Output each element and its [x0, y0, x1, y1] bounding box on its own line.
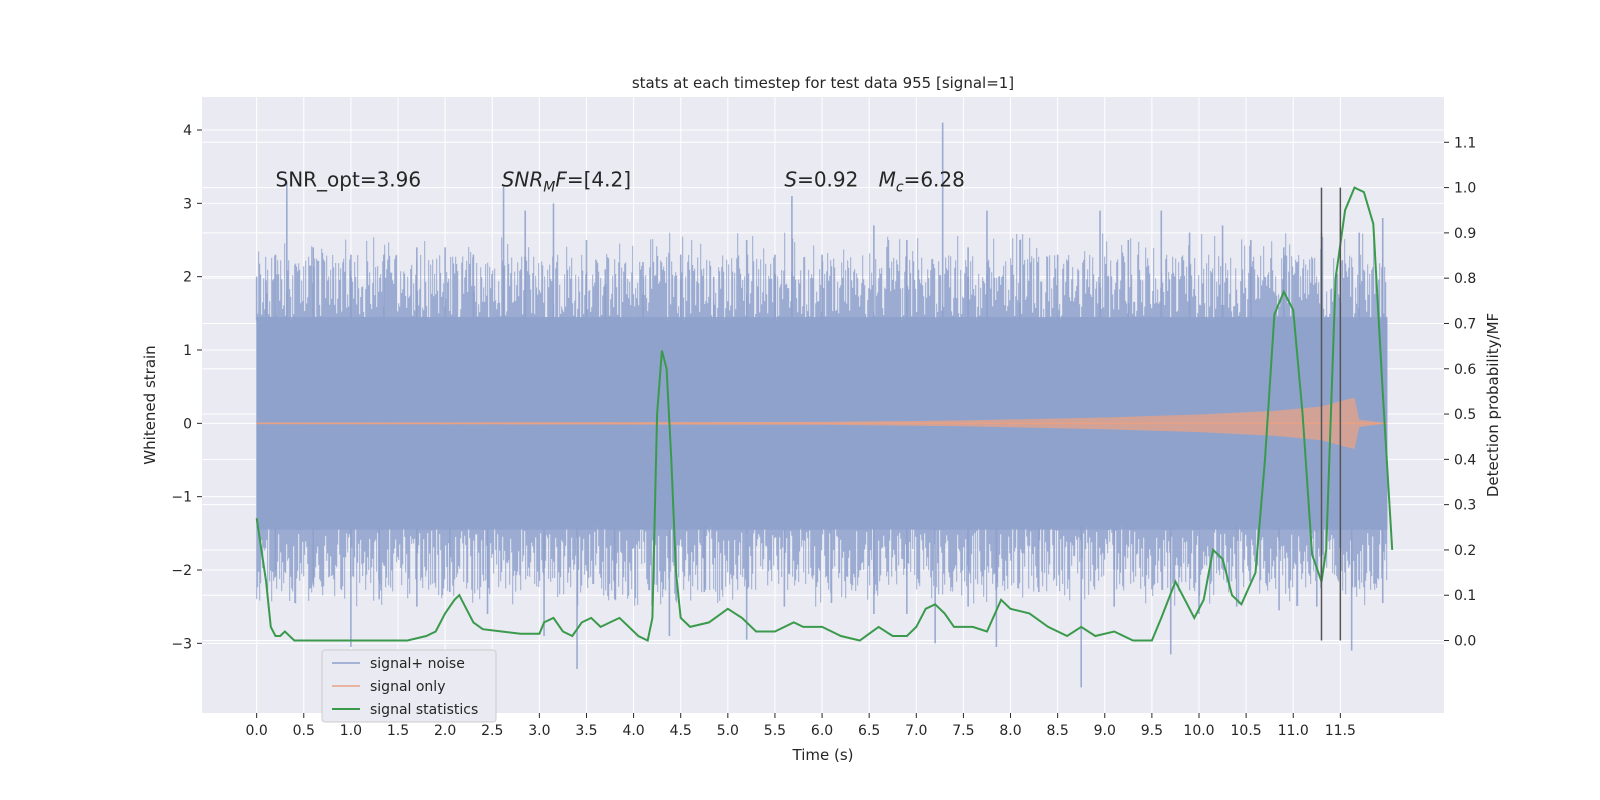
x-tick-label-23: 11.5: [1325, 723, 1356, 739]
y-tick-label-2: −1: [171, 490, 192, 506]
x-tick-label-0: 0.0: [246, 723, 268, 739]
x-tick-label-9: 4.5: [670, 723, 692, 739]
y2-tick-label-11: 1.1: [1454, 135, 1476, 151]
y-tick-label-7: 4: [183, 123, 192, 139]
x-tick-label-2: 1.0: [340, 723, 362, 739]
legend: signal+ noise signal only signal statist…: [321, 649, 497, 723]
y-axis-ticks: −3 −2 −1 0 1 2 3 4: [171, 123, 202, 652]
y-tick-label-1: −2: [171, 563, 192, 579]
y2-tick-label-3: 0.3: [1454, 498, 1476, 514]
x-tick-label-4: 2.0: [434, 723, 456, 739]
x-tick-label-12: 6.0: [811, 723, 833, 739]
y2-tick-label-4: 0.4: [1454, 452, 1476, 468]
y2-tick-label-1: 0.1: [1454, 588, 1476, 604]
annotation-2: S=0.92: [784, 167, 858, 191]
x-tick-label-15: 7.5: [952, 723, 974, 739]
x-tick-label-3: 1.5: [387, 723, 409, 739]
annotation-1: SNRMF=[4.2]: [502, 167, 631, 195]
y2-tick-label-0: 0.0: [1454, 634, 1476, 650]
x-axis-label: Time (s): [792, 746, 854, 764]
y-tick-label-6: 3: [183, 196, 192, 212]
x-tick-label-7: 3.5: [575, 723, 597, 739]
y-tick-label-4: 1: [183, 343, 192, 359]
x-tick-label-22: 11.0: [1278, 723, 1309, 739]
y-tick-label-3: 0: [183, 416, 192, 432]
legend-label-signal-noise: signal+ noise: [370, 656, 465, 672]
x-tick-label-14: 7.0: [905, 723, 927, 739]
series-signal-only: [256, 397, 1388, 449]
y2-tick-label-9: 0.9: [1454, 226, 1476, 242]
y2-axis-label: Detection probability/MF: [1484, 313, 1502, 497]
series-signal-statistics: [255, 186, 1394, 642]
y2-tick-label-6: 0.6: [1454, 362, 1476, 378]
x-tick-label-11: 5.5: [764, 723, 786, 739]
signal-statistics-line: [255, 186, 1394, 642]
y2-tick-label-5: 0.5: [1454, 407, 1476, 423]
x-tick-label-6: 3.0: [528, 723, 550, 739]
x-tick-label-5: 2.5: [481, 723, 503, 739]
annotations: SNR_opt=3.96 SNRMF=[4.2] S=0.92 Mc=6.28: [276, 167, 965, 195]
legend-label-signal-only: signal only: [370, 679, 445, 695]
y2-tick-label-10: 1.0: [1454, 181, 1476, 197]
x-tick-label-1: 0.5: [293, 723, 315, 739]
x-tick-label-10: 5.0: [717, 723, 739, 739]
x-tick-label-8: 4.0: [622, 723, 644, 739]
legend-box: [321, 649, 497, 723]
x-tick-label-17: 8.5: [1047, 723, 1069, 739]
y-axis-label: Whitened strain: [141, 345, 159, 464]
x-tick-label-18: 9.0: [1094, 723, 1116, 739]
x-tick-label-16: 8.0: [999, 723, 1021, 739]
y2-tick-label-7: 0.7: [1454, 316, 1476, 332]
x-tick-label-21: 10.5: [1231, 723, 1262, 739]
y2-axis-ticks: 0.0 0.1 0.2 0.3 0.4 0.5 0.6 0.7 0.8 0.9 1.0 1.1: [1444, 135, 1476, 650]
y-tick-label-0: −3: [171, 636, 192, 652]
detection-markers: [1320, 187, 1342, 641]
x-tick-label-13: 6.5: [858, 723, 880, 739]
annotation-0: SNR_opt=3.96: [276, 167, 422, 191]
chart-title: stats at each timestep for test data 955…: [632, 74, 1014, 92]
legend-label-signal-statistics: signal statistics: [370, 702, 478, 718]
x-tick-label-19: 9.5: [1141, 723, 1163, 739]
y-tick-label-5: 2: [183, 270, 192, 286]
annotation-3: Mc=6.28: [879, 167, 965, 195]
y2-tick-label-8: 0.8: [1454, 271, 1476, 287]
y2-tick-label-2: 0.2: [1454, 543, 1476, 559]
x-tick-label-20: 10.0: [1183, 723, 1214, 739]
